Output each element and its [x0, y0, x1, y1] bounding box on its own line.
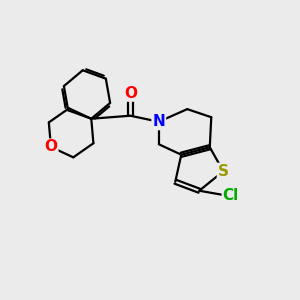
Text: S: S: [218, 164, 229, 179]
Text: O: O: [44, 140, 58, 154]
Text: Cl: Cl: [223, 188, 239, 203]
Text: O: O: [124, 86, 137, 101]
Text: N: N: [152, 114, 165, 129]
